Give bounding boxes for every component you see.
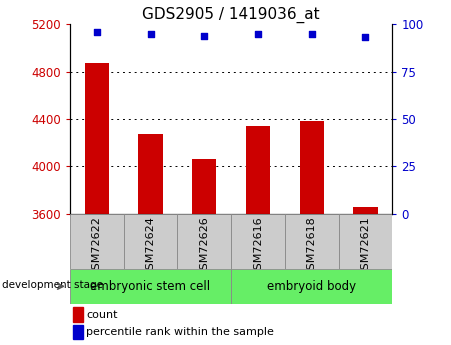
Bar	[192, 159, 216, 214]
Bar	[138, 134, 163, 214]
Text: embryonic stem cell: embryonic stem cell	[91, 280, 211, 293]
Text: GSM72624: GSM72624	[146, 216, 156, 277]
Bar	[124, 214, 177, 269]
Bar	[231, 269, 392, 304]
Text: count: count	[86, 309, 118, 319]
Text: GSM72622: GSM72622	[92, 216, 102, 277]
Bar	[70, 214, 124, 269]
Text: GSM72618: GSM72618	[307, 216, 317, 277]
Bar	[73, 307, 83, 322]
Point	[362, 35, 369, 40]
Point	[93, 29, 101, 34]
Bar	[231, 214, 285, 269]
Point	[254, 31, 262, 36]
Point	[147, 31, 154, 36]
Point	[308, 31, 315, 36]
Bar	[299, 121, 324, 214]
Title: GDS2905 / 1419036_at: GDS2905 / 1419036_at	[143, 7, 320, 23]
Bar	[339, 214, 392, 269]
Bar	[354, 207, 377, 214]
Bar	[285, 214, 339, 269]
Point	[201, 33, 208, 38]
Text: GSM72621: GSM72621	[360, 216, 371, 277]
Text: percentile rank within the sample: percentile rank within the sample	[86, 327, 274, 337]
Bar	[85, 63, 109, 214]
Bar	[73, 325, 83, 339]
Text: embryoid body: embryoid body	[267, 280, 356, 293]
Text: GSM72626: GSM72626	[199, 216, 209, 277]
Bar	[177, 214, 231, 269]
Text: development stage: development stage	[2, 280, 103, 289]
Bar	[70, 269, 231, 304]
Bar	[246, 126, 270, 214]
Text: GSM72616: GSM72616	[253, 216, 263, 277]
